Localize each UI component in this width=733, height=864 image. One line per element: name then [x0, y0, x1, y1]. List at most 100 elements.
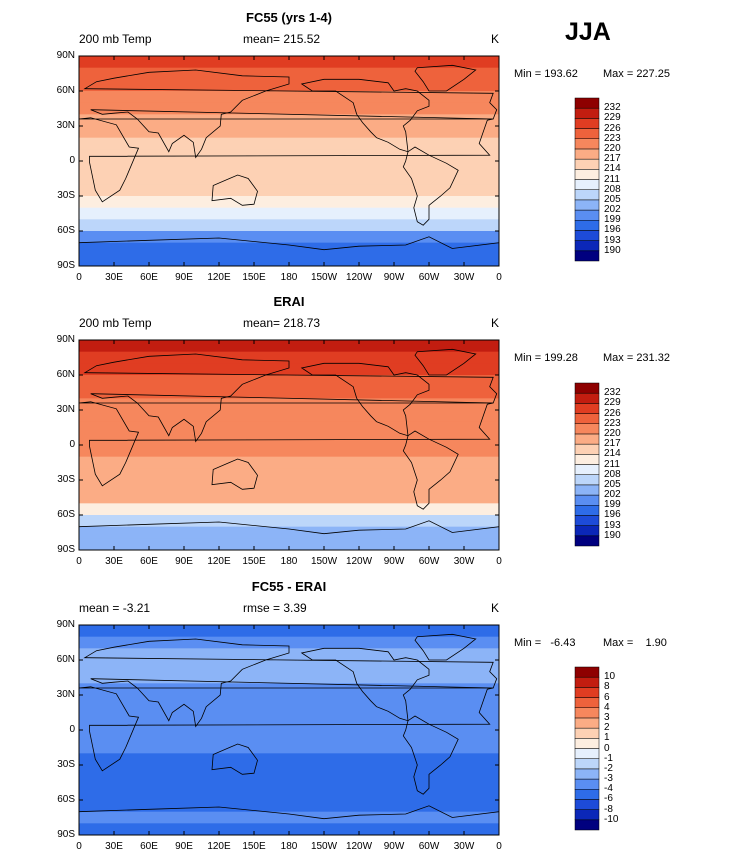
- lon-tick-label: 30W: [453, 272, 475, 283]
- lat-band: [79, 660, 499, 673]
- colorbar-swatch: [574, 240, 600, 252]
- lat-band: [79, 410, 499, 423]
- panel-max: Max = 227.25: [603, 68, 670, 80]
- colorbar-swatch: [574, 250, 600, 262]
- lon-tick-label: 60E: [140, 841, 158, 852]
- lon-tick-label: 180: [280, 841, 298, 852]
- colorbar-label: 190: [604, 244, 621, 256]
- lon-tick-label: 90W: [383, 841, 405, 852]
- lon-tick-label: 120E: [207, 841, 231, 852]
- colorbar-swatch: [574, 392, 600, 404]
- colorbar-swatch: [574, 382, 600, 394]
- lat-tick-label: 0: [69, 155, 75, 166]
- colorbar-label: 232: [604, 387, 621, 399]
- lat-tick-label: 60S: [57, 794, 75, 805]
- colorbar-label: 199: [604, 499, 621, 511]
- lat-band: [79, 811, 499, 824]
- colorbar-swatch: [574, 97, 600, 109]
- colorbar-swatch: [574, 199, 600, 211]
- colorbar-swatch: [574, 209, 600, 221]
- colorbar-label: 196: [604, 509, 621, 521]
- colorbar-label: 229: [604, 397, 621, 409]
- panel-min: Min = 199.28: [514, 352, 578, 364]
- colorbar-swatch: [574, 413, 600, 424]
- lat-band: [79, 172, 499, 185]
- lon-tick-label: 30E: [105, 841, 123, 852]
- lon-tick-label: 0: [76, 272, 82, 283]
- colorbar-label: 211: [604, 173, 620, 185]
- lon-tick-label: 90E: [175, 272, 193, 283]
- panel-left-text: mean = -3.21: [79, 601, 151, 615]
- colorbar-swatch: [574, 687, 600, 698]
- colorbar-swatch: [574, 676, 600, 688]
- coastline: [300, 647, 430, 722]
- colorbar-label: 223: [604, 417, 621, 429]
- colorbar-swatch: [574, 403, 600, 414]
- lon-tick-label: 30E: [105, 272, 123, 283]
- colorbar-swatch: [574, 505, 600, 516]
- lon-tick-label: 90W: [383, 556, 405, 567]
- colorbar-swatch: [574, 474, 600, 486]
- lat-tick-label: 0: [69, 439, 75, 450]
- colorbar-label: 226: [604, 122, 621, 134]
- lon-tick-label: 120E: [207, 272, 231, 283]
- lon-tick-label: 30W: [453, 841, 475, 852]
- lat-tick-label: 30N: [56, 404, 75, 415]
- lon-tick-label: 0: [496, 272, 502, 283]
- lat-band: [79, 671, 499, 684]
- lat-band: [79, 375, 499, 388]
- lat-tick-label: 30N: [56, 689, 75, 700]
- colorbar-label: 0: [604, 742, 610, 754]
- lat-band: [79, 137, 499, 150]
- colorbar-label: 202: [604, 489, 621, 501]
- colorbar-label: 6: [604, 691, 610, 703]
- colorbar-swatch: [574, 107, 600, 119]
- lat-band: [79, 242, 499, 255]
- colorbar-swatch: [574, 525, 600, 537]
- colorbar-label: -1: [604, 752, 613, 764]
- lat-tick-label: 90S: [57, 260, 75, 271]
- lat-tick-label: 90S: [57, 544, 75, 555]
- panel-mid-text: rmse = 3.39: [243, 601, 307, 615]
- colorbar-swatch: [574, 515, 600, 526]
- colorbar-swatch: [574, 666, 600, 678]
- lon-tick-label: 60E: [140, 556, 158, 567]
- panel-units: K: [491, 601, 500, 615]
- colorbar-swatch: [574, 138, 600, 150]
- colorbar-label: 229: [604, 112, 621, 124]
- lon-tick-label: 120W: [345, 841, 373, 852]
- lon-tick-label: 120W: [345, 272, 373, 283]
- coastline: [414, 633, 477, 661]
- lon-tick-label: 120E: [207, 556, 231, 567]
- lon-tick-label: 0: [76, 556, 82, 567]
- lat-band: [79, 753, 499, 766]
- lat-tick-label: 90N: [56, 50, 75, 61]
- lat-band: [79, 515, 499, 528]
- colorbar-swatch: [574, 748, 600, 759]
- lat-band: [79, 114, 499, 127]
- colorbar-label: -2: [604, 762, 613, 774]
- lon-tick-label: 60W: [418, 841, 440, 852]
- colorbar-swatch: [574, 707, 600, 719]
- lat-band: [79, 503, 499, 516]
- colorbar-swatch: [574, 189, 600, 201]
- coastline: [83, 638, 498, 728]
- lat-band: [79, 648, 499, 661]
- coastline: [402, 430, 459, 510]
- panel-min: Min = 193.62: [514, 68, 578, 80]
- coastline: [211, 743, 258, 775]
- coastline: [402, 715, 459, 795]
- panel-title: FC55 - ERAI: [251, 579, 327, 594]
- lat-tick-label: 60N: [56, 369, 75, 380]
- lon-tick-label: 0: [496, 556, 502, 567]
- colorbar-label: 217: [604, 438, 621, 450]
- colorbar-label: 217: [604, 153, 621, 165]
- colorbar-label: 199: [604, 214, 621, 226]
- colorbar-label: 4: [604, 701, 610, 713]
- colorbar-swatch: [574, 443, 600, 455]
- lat-band: [79, 196, 499, 209]
- colorbar-swatch: [574, 158, 600, 170]
- lat-tick-label: 90N: [56, 334, 75, 345]
- colorbar-swatch: [574, 220, 600, 231]
- colorbar-swatch: [574, 697, 600, 708]
